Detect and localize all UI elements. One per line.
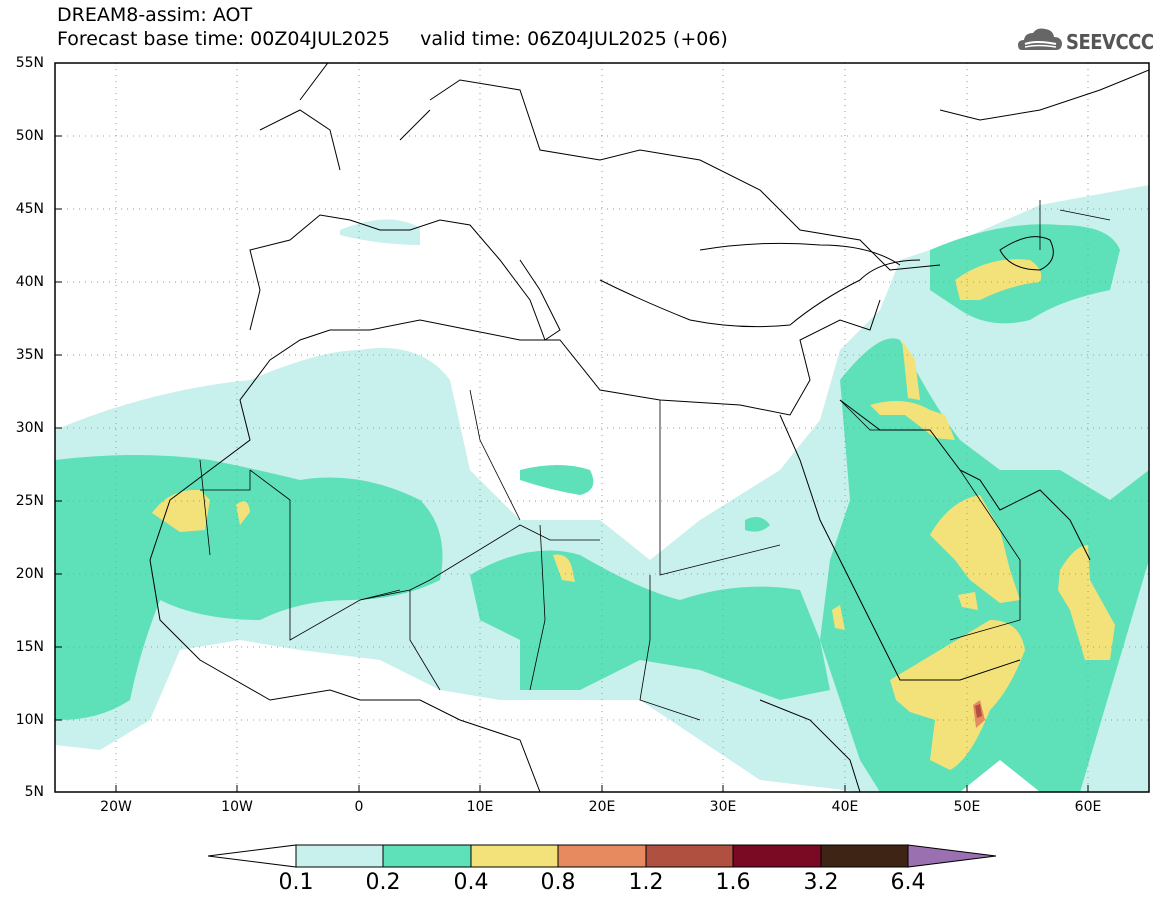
colorbar-label: 6.4 [890,870,926,895]
cloud-icon [1018,28,1062,50]
logo-text: SEEVCCC [1066,30,1154,54]
colorbar-label: 0.8 [540,870,576,895]
lon-label: 0 [354,799,364,815]
colorbar-label: 1.2 [628,870,664,895]
aot-band-1-2 [975,704,982,718]
lon-label: 20E [588,799,616,815]
lon-label: 20W [100,799,132,815]
colorbar-bin-1 [295,844,384,868]
axis-ticks [55,135,1089,792]
lat-label: 55N [15,55,44,71]
colorbar-bin-2 [382,844,472,868]
lat-label: 45N [15,201,44,217]
lat-label: 35N [15,347,44,363]
lat-label: 25N [15,493,44,509]
country-borders [199,200,1111,721]
colorbar-bin-7 [820,844,909,868]
lat-label: 40N [15,274,44,290]
forecast-time-line: Forecast base time: 00Z04JUL2025 valid t… [57,28,728,50]
aot-field [55,185,1149,792]
lon-label: 30E [709,799,737,815]
colorbar-label: 0.2 [365,870,401,895]
colorbar-under-arrow [207,844,297,868]
lon-label: 40E [831,799,859,815]
colorbar [207,844,997,868]
lon-label: 10W [221,799,253,815]
lon-label: 60E [1074,799,1102,815]
lon-label: 50E [953,799,981,815]
aot-band-0-4 [152,259,1115,770]
colorbar-bin-5 [645,844,734,868]
colorbar-over-arrow [907,844,997,868]
colorbar-label: 0.1 [278,870,314,895]
colorbar-label: 3.2 [803,870,839,895]
colorbar-label: 1.6 [715,870,751,895]
lat-label: 15N [15,639,44,655]
lat-label: 20N [15,566,44,582]
graticule [55,63,1149,792]
lat-label: 5N [24,784,44,800]
lat-label: 30N [15,420,44,436]
colorbar-bin-4 [557,844,647,868]
lon-label: 10E [466,799,494,815]
coastlines [149,63,1149,792]
map-title: DREAM8-assim: AOT [57,4,253,26]
colorbar-bin-6 [732,844,822,868]
lat-label: 10N [15,712,44,728]
lat-label: 50N [15,128,44,144]
colorbar-bin-3 [470,844,559,868]
seevccc-logo: SEEVCCC [1016,24,1154,58]
colorbar-label: 0.4 [453,870,489,895]
